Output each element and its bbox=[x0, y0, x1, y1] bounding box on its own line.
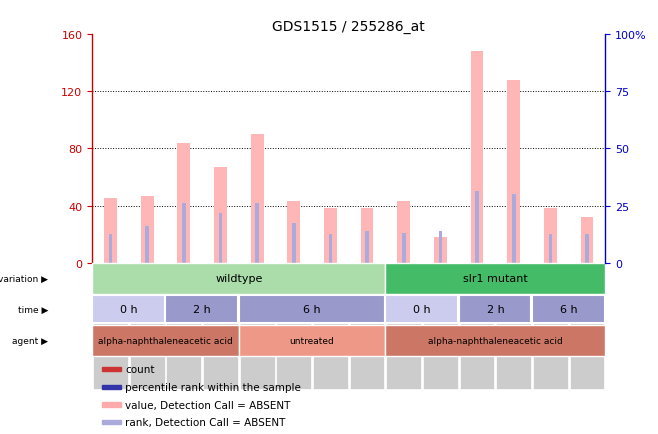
Bar bbox=[103, 385, 121, 389]
Bar bbox=[239, 325, 386, 356]
Text: count: count bbox=[126, 365, 155, 375]
Bar bbox=[165, 295, 238, 324]
Bar bbox=[313, 263, 348, 389]
Bar bbox=[104, 199, 117, 263]
Bar bbox=[292, 223, 295, 263]
Bar bbox=[434, 237, 447, 263]
Bar bbox=[328, 235, 332, 263]
Bar bbox=[585, 235, 589, 263]
Bar bbox=[214, 168, 227, 263]
Text: 6 h: 6 h bbox=[303, 305, 321, 315]
Bar bbox=[182, 203, 186, 263]
Bar bbox=[361, 209, 374, 263]
Text: time ▶: time ▶ bbox=[18, 305, 49, 314]
Bar bbox=[397, 202, 410, 263]
Text: percentile rank within the sample: percentile rank within the sample bbox=[126, 382, 301, 392]
Bar bbox=[570, 263, 605, 389]
Bar bbox=[239, 295, 385, 324]
Bar bbox=[475, 192, 479, 263]
Bar bbox=[240, 263, 274, 389]
Bar bbox=[92, 325, 239, 356]
Bar bbox=[109, 235, 113, 263]
Text: 2 h: 2 h bbox=[486, 305, 504, 315]
Text: 2 h: 2 h bbox=[193, 305, 211, 315]
Bar bbox=[92, 263, 386, 294]
Text: value, Detection Call = ABSENT: value, Detection Call = ABSENT bbox=[126, 400, 291, 410]
Text: alpha-naphthaleneacetic acid: alpha-naphthaleneacetic acid bbox=[428, 336, 563, 345]
Bar bbox=[218, 213, 222, 263]
Bar bbox=[141, 196, 153, 263]
Bar bbox=[532, 295, 605, 324]
Bar bbox=[459, 295, 531, 324]
Text: 0 h: 0 h bbox=[120, 305, 138, 315]
Bar bbox=[507, 80, 520, 263]
Text: 6 h: 6 h bbox=[560, 305, 578, 315]
Bar bbox=[288, 202, 300, 263]
Bar bbox=[103, 420, 121, 424]
Bar bbox=[103, 402, 121, 407]
Text: wildtype: wildtype bbox=[215, 274, 263, 284]
Text: 0 h: 0 h bbox=[413, 305, 431, 315]
Bar bbox=[130, 263, 164, 389]
Bar bbox=[402, 233, 405, 263]
Bar bbox=[438, 232, 442, 263]
Bar bbox=[386, 263, 421, 389]
Text: agent ▶: agent ▶ bbox=[13, 336, 49, 345]
Text: genotype/variation ▶: genotype/variation ▶ bbox=[0, 274, 49, 283]
Bar bbox=[92, 295, 164, 324]
Bar bbox=[349, 263, 384, 389]
Bar bbox=[533, 263, 568, 389]
Bar bbox=[145, 226, 149, 263]
Bar bbox=[549, 235, 552, 263]
Bar bbox=[512, 195, 515, 263]
Bar bbox=[251, 135, 263, 263]
Bar bbox=[496, 263, 531, 389]
Bar bbox=[324, 209, 337, 263]
Bar bbox=[460, 263, 494, 389]
Text: rank, Detection Call = ABSENT: rank, Detection Call = ABSENT bbox=[126, 418, 286, 427]
Bar bbox=[580, 217, 594, 263]
Bar bbox=[386, 263, 605, 294]
Bar bbox=[365, 232, 369, 263]
Bar bbox=[470, 52, 484, 263]
Title: GDS1515 / 255286_at: GDS1515 / 255286_at bbox=[272, 20, 425, 34]
Bar bbox=[178, 143, 190, 263]
Bar bbox=[386, 295, 458, 324]
Text: untreated: untreated bbox=[290, 336, 334, 345]
Bar bbox=[423, 263, 458, 389]
Bar bbox=[103, 367, 121, 372]
Bar bbox=[276, 263, 311, 389]
Bar bbox=[255, 203, 259, 263]
Bar bbox=[203, 263, 238, 389]
Text: alpha-naphthaleneacetic acid: alpha-naphthaleneacetic acid bbox=[98, 336, 233, 345]
Text: slr1 mutant: slr1 mutant bbox=[463, 274, 528, 284]
Bar bbox=[386, 325, 605, 356]
Bar bbox=[544, 209, 557, 263]
Bar bbox=[93, 263, 128, 389]
Bar bbox=[166, 263, 201, 389]
